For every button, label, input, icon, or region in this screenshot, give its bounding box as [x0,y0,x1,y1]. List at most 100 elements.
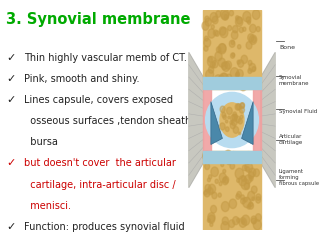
Text: bursa: bursa [24,137,58,147]
Circle shape [239,176,246,186]
Circle shape [230,163,235,169]
Circle shape [217,80,224,88]
Text: Lines capsule, covers exposed: Lines capsule, covers exposed [24,95,173,105]
Circle shape [229,40,235,47]
Circle shape [208,80,214,89]
Circle shape [219,173,226,182]
Circle shape [232,53,235,57]
Circle shape [207,218,210,222]
Ellipse shape [206,92,259,148]
Circle shape [242,165,247,171]
Circle shape [206,70,214,80]
Circle shape [202,21,209,30]
Polygon shape [203,10,261,89]
Circle shape [239,218,247,227]
Circle shape [239,27,244,33]
Circle shape [211,205,217,213]
Circle shape [213,30,218,36]
Polygon shape [242,102,253,144]
Circle shape [227,107,232,114]
Circle shape [248,172,254,179]
Circle shape [232,25,238,33]
Circle shape [239,132,241,135]
Circle shape [204,191,207,195]
Circle shape [246,42,252,49]
Circle shape [229,220,235,228]
Circle shape [220,73,228,83]
Circle shape [212,192,217,199]
Text: ✓: ✓ [6,53,16,63]
Circle shape [255,214,261,221]
Circle shape [252,218,256,224]
Circle shape [256,197,261,203]
Circle shape [219,27,226,35]
Text: Articular
cartilage: Articular cartilage [279,134,303,145]
Polygon shape [211,102,222,144]
Circle shape [214,75,222,85]
Circle shape [211,25,214,29]
Circle shape [210,222,213,227]
Circle shape [215,31,219,36]
Polygon shape [203,77,261,89]
Circle shape [243,197,251,208]
Circle shape [223,169,226,173]
Circle shape [223,176,229,183]
Circle shape [234,114,237,119]
Circle shape [210,12,218,22]
Circle shape [246,17,251,23]
Text: 3. Synovial membrane: 3. Synovial membrane [6,12,191,27]
Circle shape [222,177,228,185]
Circle shape [232,154,238,162]
Circle shape [228,116,230,119]
Circle shape [250,24,256,33]
Circle shape [241,198,245,204]
Circle shape [213,80,218,87]
Circle shape [235,116,240,123]
Circle shape [245,158,250,164]
Circle shape [235,168,244,179]
Circle shape [208,213,215,222]
Polygon shape [203,89,211,151]
Circle shape [237,192,241,197]
Circle shape [236,104,241,110]
Text: Synovial
membrane: Synovial membrane [279,75,309,86]
Circle shape [233,126,239,133]
Circle shape [226,127,229,132]
Circle shape [248,21,251,24]
Circle shape [252,151,260,162]
Circle shape [215,78,220,84]
Ellipse shape [220,103,244,137]
Circle shape [256,194,261,200]
Circle shape [237,45,241,49]
Circle shape [240,103,244,109]
Text: menisci.: menisci. [24,201,71,211]
Text: ✓: ✓ [6,158,16,168]
Circle shape [219,44,226,53]
Circle shape [239,80,247,91]
Text: Thin highly vascular memb of CT.: Thin highly vascular memb of CT. [24,53,187,63]
Circle shape [236,194,240,199]
Circle shape [221,222,229,232]
Circle shape [219,73,228,84]
Circle shape [215,52,222,61]
Circle shape [218,58,225,67]
Circle shape [237,218,240,222]
Circle shape [208,184,216,193]
Circle shape [243,12,251,22]
Circle shape [204,38,211,47]
Text: Ligament
forming
fibrous capsule: Ligament forming fibrous capsule [279,169,319,186]
Circle shape [222,62,230,72]
Circle shape [234,154,240,162]
Circle shape [232,114,237,121]
Circle shape [251,186,257,193]
Circle shape [252,66,256,71]
Circle shape [211,167,219,177]
Circle shape [205,163,210,169]
Circle shape [216,47,221,53]
Circle shape [226,120,228,123]
Circle shape [230,80,234,86]
Circle shape [246,167,249,171]
Circle shape [230,68,239,78]
Circle shape [229,10,234,16]
Circle shape [237,178,240,182]
